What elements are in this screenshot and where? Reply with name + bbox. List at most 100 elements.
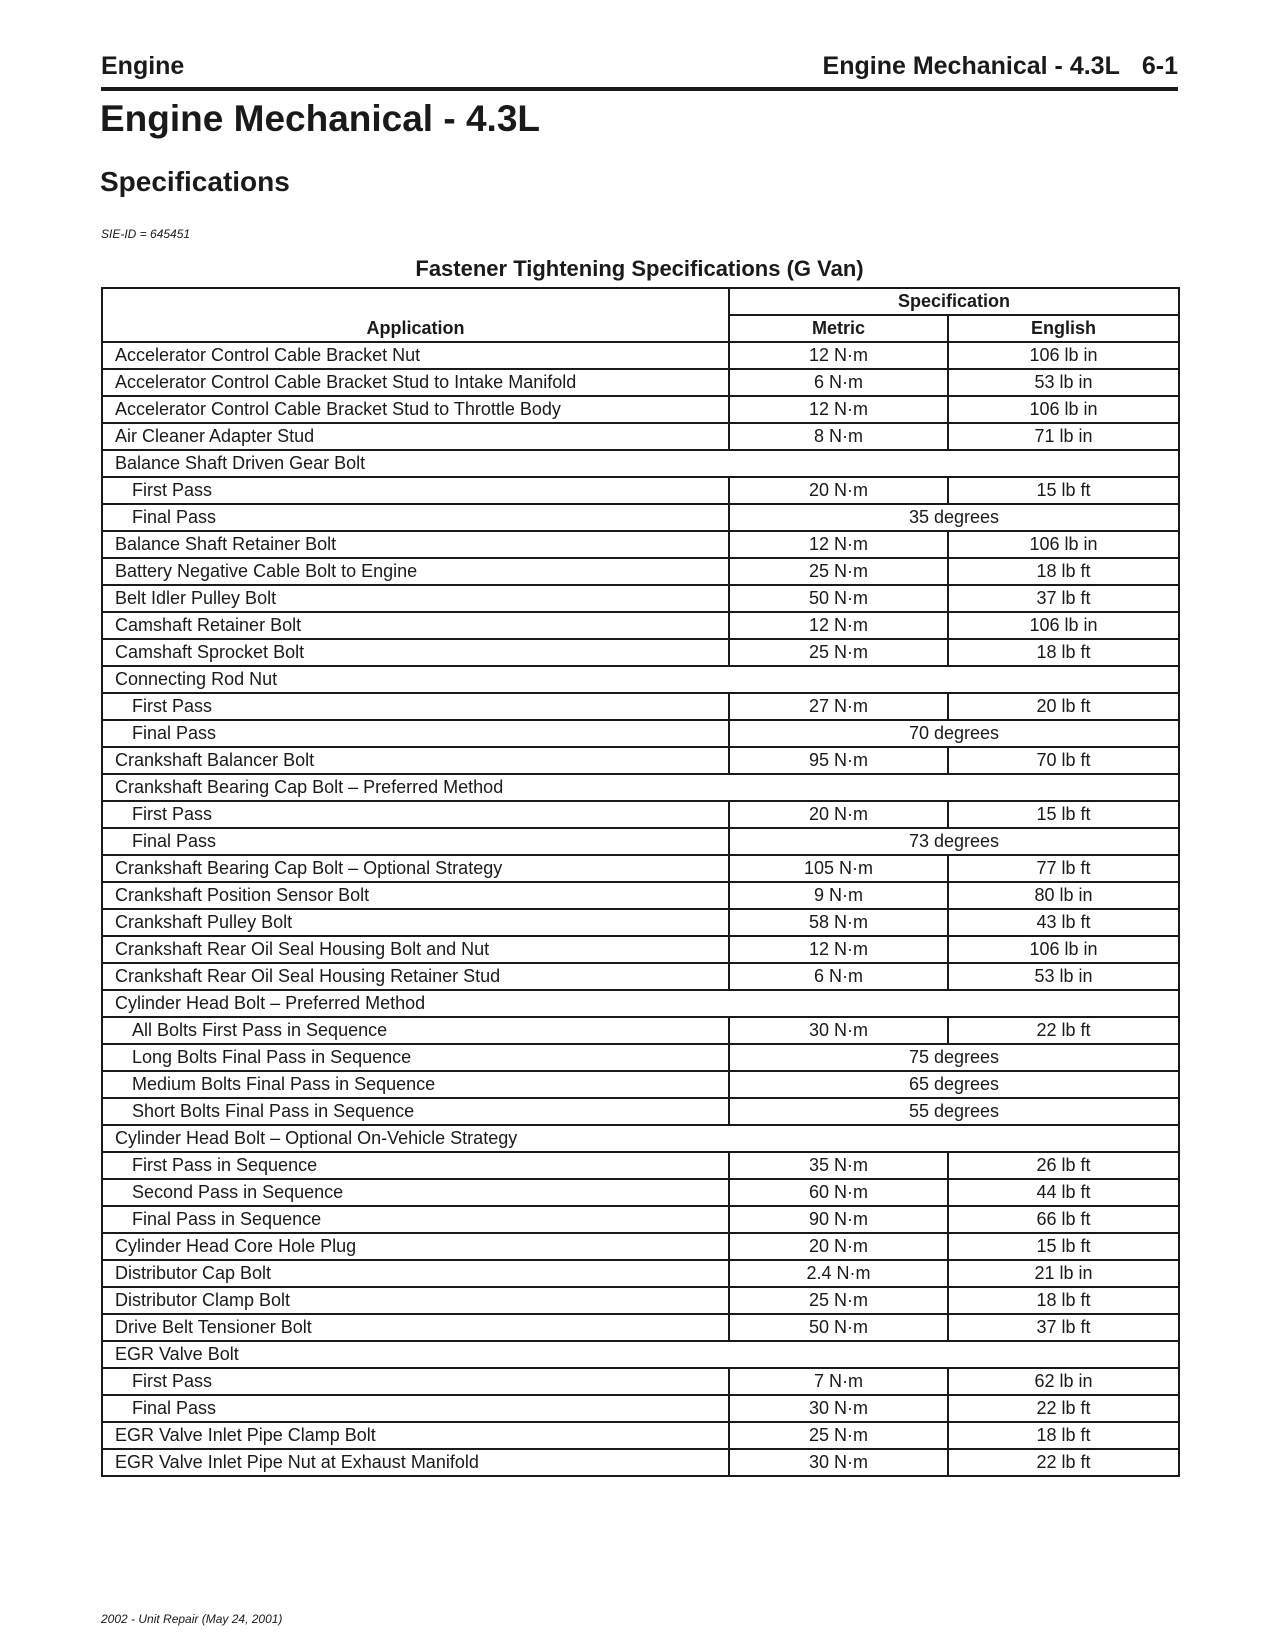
application-cell: Accelerator Control Cable Bracket Nut [101, 341, 730, 370]
page-number: 6-1 [1141, 52, 1178, 80]
english-cell: 53 lb in [947, 368, 1180, 397]
application-cell: EGR Valve Inlet Pipe Nut at Exhaust Mani… [101, 1448, 730, 1477]
metric-cell: 20 N·m [728, 476, 949, 505]
metric-cell: 105 N·m [728, 854, 949, 883]
metric-cell: 35 N·m [728, 1151, 949, 1180]
application-cell: EGR Valve Bolt [101, 1340, 1180, 1369]
metric-cell: 12 N·m [728, 935, 949, 964]
table-row: EGR Valve Inlet Pipe Clamp Bolt 25 N·m 18 … [101, 1421, 1180, 1450]
table-row: EGR Valve Inlet Pipe Nut at Exhaust Mani… [101, 1448, 1180, 1477]
table-row: Distributor Cap Bolt 2.4 N·m 21 lb in [101, 1259, 1180, 1288]
english-cell: 66 lb ft [947, 1205, 1180, 1234]
metric-cell: 30 N·m [728, 1394, 949, 1423]
metric-cell: 60 N·m [728, 1178, 949, 1207]
application-cell: First Pass [101, 692, 730, 721]
english-cell: 22 lb ft [947, 1016, 1180, 1045]
metric-cell: 30 N·m [728, 1448, 949, 1477]
table-group-row: Connecting Rod Nut [101, 665, 1180, 694]
application-cell: Drive Belt Tensioner Bolt [101, 1313, 730, 1342]
page-footer: 2002 - Unit Repair (May 24, 2001) [101, 1612, 283, 1626]
english-cell: 37 lb ft [947, 584, 1180, 613]
table-row: Belt Idler Pulley Bolt 50 N·m 37 lb ft [101, 584, 1180, 613]
metric-cell: 6 N·m [728, 962, 949, 991]
table-row: Final Pass 70 degrees [101, 719, 1180, 748]
col-header-english: English [947, 314, 1180, 343]
running-header-chapter: Engine Mechanical - 4.3L 6-1 [823, 52, 1178, 81]
english-cell: 15 lb ft [947, 1232, 1180, 1261]
english-cell: 37 lb ft [947, 1313, 1180, 1342]
application-cell: All Bolts First Pass in Sequence [101, 1016, 730, 1045]
english-cell: 43 lb ft [947, 908, 1180, 937]
english-cell: 22 lb ft [947, 1448, 1180, 1477]
table-group-row: Balance Shaft Driven Gear Bolt [101, 449, 1180, 478]
metric-cell: 27 N·m [728, 692, 949, 721]
metric-cell: 12 N·m [728, 395, 949, 424]
col-header-specification: Specification [728, 287, 1180, 316]
table-group-row: Crankshaft Bearing Cap Bolt – Preferred … [101, 773, 1180, 802]
english-cell: 18 lb ft [947, 1421, 1180, 1450]
application-cell: Accelerator Control Cable Bracket Stud t… [101, 368, 730, 397]
application-cell: First Pass in Sequence [101, 1151, 730, 1180]
table-row: Drive Belt Tensioner Bolt 50 N·m 37 lb ft [101, 1313, 1180, 1342]
angle-spec-cell: 35 degrees [728, 503, 1180, 532]
table-row: Crankshaft Rear Oil Seal Housing Retaine… [101, 962, 1180, 991]
metric-cell: 20 N·m [728, 800, 949, 829]
metric-cell: 25 N·m [728, 1286, 949, 1315]
english-cell: 106 lb in [947, 395, 1180, 424]
metric-cell: 50 N·m [728, 1313, 949, 1342]
application-cell: Battery Negative Cable Bolt to Engine [101, 557, 730, 586]
table-row: Final Pass 30 N·m 22 lb ft [101, 1394, 1180, 1423]
table-row: Accelerator Control Cable Bracket Stud t… [101, 368, 1180, 397]
table-row: First Pass in Sequence 35 N·m 26 lb ft [101, 1151, 1180, 1180]
angle-spec-cell: 73 degrees [728, 827, 1180, 856]
table-row: Air Cleaner Adapter Stud 8 N·m 71 lb in [101, 422, 1180, 451]
table-group-row: Cylinder Head Bolt – Optional On-Vehicle… [101, 1124, 1180, 1153]
application-cell: Cylinder Head Bolt – Optional On-Vehicle… [101, 1124, 1180, 1153]
angle-spec-cell: 75 degrees [728, 1043, 1180, 1072]
running-header-section: Engine [101, 52, 185, 80]
application-cell: Short Bolts Final Pass in Sequence [101, 1097, 730, 1126]
table-group-row: EGR Valve Bolt [101, 1340, 1180, 1369]
sie-id: SIE-ID = 645451 [101, 227, 191, 241]
application-cell: Crankshaft Pulley Bolt [101, 908, 730, 937]
english-cell: 15 lb ft [947, 800, 1180, 829]
angle-spec-cell: 55 degrees [728, 1097, 1180, 1126]
application-cell: Final Pass [101, 719, 730, 748]
application-cell: Crankshaft Position Sensor Bolt [101, 881, 730, 910]
fastener-spec-table: Application Specification Metric English… [101, 287, 1180, 1477]
english-cell: 77 lb ft [947, 854, 1180, 883]
col-header-application: Application [101, 287, 730, 343]
table-row: Crankshaft Rear Oil Seal Housing Bolt an… [101, 935, 1180, 964]
table-row: First Pass 20 N·m 15 lb ft [101, 476, 1180, 505]
english-cell: 18 lb ft [947, 557, 1180, 586]
metric-cell: 9 N·m [728, 881, 949, 910]
metric-cell: 30 N·m [728, 1016, 949, 1045]
table-caption: Fastener Tightening Specifications (G Va… [415, 256, 864, 281]
application-cell: EGR Valve Inlet Pipe Clamp Bolt [101, 1421, 730, 1450]
table-row: Camshaft Retainer Bolt 12 N·m 106 lb in [101, 611, 1180, 640]
table-row: Final Pass in Sequence 90 N·m 66 lb ft [101, 1205, 1180, 1234]
application-cell: Balance Shaft Retainer Bolt [101, 530, 730, 559]
table-row: Crankshaft Bearing Cap Bolt – Optional S… [101, 854, 1180, 883]
application-cell: Cylinder Head Core Hole Plug [101, 1232, 730, 1261]
metric-cell: 12 N·m [728, 341, 949, 370]
application-cell: Crankshaft Balancer Bolt [101, 746, 730, 775]
english-cell: 106 lb in [947, 530, 1180, 559]
application-cell: Long Bolts Final Pass in Sequence [101, 1043, 730, 1072]
table-row: All Bolts First Pass in Sequence 30 N·m 22… [101, 1016, 1180, 1045]
header-rule [101, 87, 1178, 91]
table-row: Camshaft Sprocket Bolt 25 N·m 18 lb ft [101, 638, 1180, 667]
application-cell: Final Pass [101, 827, 730, 856]
metric-cell: 58 N·m [728, 908, 949, 937]
table-row: Cylinder Head Core Hole Plug 20 N·m 15 lb … [101, 1232, 1180, 1261]
application-cell: Air Cleaner Adapter Stud [101, 422, 730, 451]
table-row: Second Pass in Sequence 60 N·m 44 lb ft [101, 1178, 1180, 1207]
application-cell: Accelerator Control Cable Bracket Stud t… [101, 395, 730, 424]
application-cell: Medium Bolts Final Pass in Sequence [101, 1070, 730, 1099]
metric-cell: 90 N·m [728, 1205, 949, 1234]
metric-cell: 8 N·m [728, 422, 949, 451]
application-cell: Final Pass in Sequence [101, 1205, 730, 1234]
application-cell: First Pass [101, 476, 730, 505]
metric-cell: 12 N·m [728, 611, 949, 640]
table-row: First Pass 7 N·m 62 lb in [101, 1367, 1180, 1396]
